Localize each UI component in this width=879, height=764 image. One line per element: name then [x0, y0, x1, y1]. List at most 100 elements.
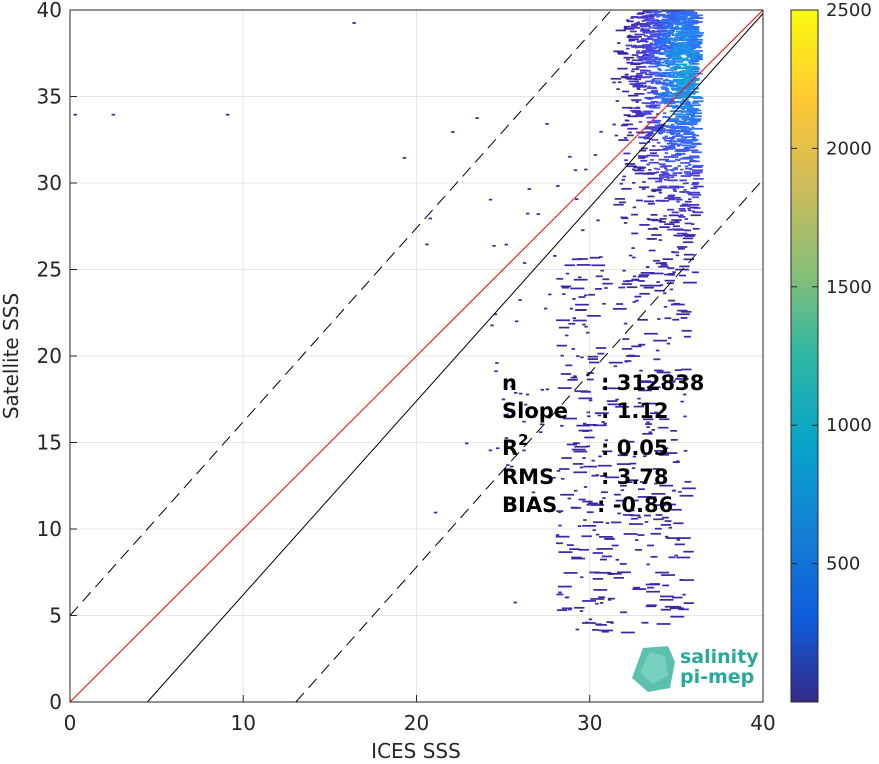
density-cell	[624, 360, 632, 362]
density-cell	[642, 455, 647, 458]
density-cell	[662, 98, 674, 101]
density-cell	[691, 150, 696, 153]
density-cell	[671, 39, 683, 41]
density-cell	[671, 142, 676, 145]
density-cell	[623, 114, 631, 116]
density-cell	[638, 136, 649, 139]
density-cell	[673, 135, 684, 138]
density-cell	[682, 77, 690, 80]
density-cell	[617, 42, 621, 44]
density-cell	[572, 319, 587, 322]
density-cell	[691, 143, 702, 145]
density-cell	[684, 94, 691, 96]
density-cell	[565, 364, 573, 367]
density-cell	[595, 474, 600, 476]
density-cell	[688, 28, 700, 31]
density-cell	[633, 45, 644, 48]
x-tick-label: 40	[750, 711, 775, 735]
density-cell	[560, 477, 565, 480]
density-cell	[675, 116, 686, 118]
density-cell	[682, 51, 690, 54]
density-cell	[638, 172, 646, 175]
density-cell	[649, 106, 660, 109]
density-cell	[664, 152, 669, 154]
density-cell	[631, 345, 642, 348]
density-cell	[615, 398, 619, 401]
density-cell	[647, 35, 655, 38]
density-cell	[668, 556, 676, 559]
density-cell	[641, 621, 649, 624]
density-cell	[518, 392, 523, 395]
density-cell	[635, 101, 639, 103]
density-cell	[659, 176, 670, 178]
density-cell	[675, 254, 680, 257]
density-cell	[654, 13, 665, 16]
density-cell	[688, 74, 693, 77]
density-cell	[656, 61, 660, 64]
density-cell	[509, 465, 514, 468]
density-cell	[635, 299, 639, 302]
density-cell	[676, 16, 688, 19]
density-cell	[630, 109, 641, 112]
density-cell	[652, 468, 660, 470]
density-cell	[663, 79, 671, 82]
density-cell	[628, 523, 643, 525]
density-cell	[646, 47, 657, 50]
density-cell	[599, 629, 613, 632]
density-cell	[632, 181, 636, 184]
density-cell	[525, 212, 530, 215]
density-cell	[685, 57, 689, 59]
density-cell	[679, 578, 683, 581]
density-cell	[656, 121, 660, 124]
density-cell	[631, 467, 636, 470]
density-cell	[634, 92, 645, 95]
density-cell	[659, 73, 667, 76]
density-cell	[660, 145, 668, 148]
density-cell	[557, 387, 572, 389]
density-cell	[505, 413, 509, 416]
density-cell	[662, 258, 673, 261]
density-cell	[633, 107, 641, 109]
density-cell	[692, 34, 697, 37]
density-cell	[639, 292, 650, 295]
density-cell	[646, 604, 657, 607]
density-cell	[638, 186, 650, 189]
density-cell	[560, 285, 572, 288]
density-cell	[661, 165, 672, 167]
density-cell	[626, 134, 634, 137]
density-cell	[692, 211, 704, 214]
density-cell	[593, 521, 604, 524]
density-cell	[689, 191, 701, 194]
density-cell	[597, 414, 602, 417]
density-cell	[634, 76, 646, 79]
y-axis-title: Satellite SSS	[0, 293, 23, 419]
density-cell	[682, 204, 686, 207]
stat-n-label: n	[502, 371, 517, 395]
density-cell	[582, 500, 593, 503]
density-cell	[683, 131, 695, 134]
density-cell	[689, 155, 700, 158]
density-cell	[659, 75, 671, 78]
density-cell	[657, 318, 661, 320]
density-cell	[572, 298, 576, 300]
density-cell	[639, 85, 647, 88]
density-cell	[654, 57, 665, 60]
density-cell	[689, 68, 700, 71]
density-cell	[595, 347, 607, 349]
density-cell	[562, 293, 566, 295]
density-cell	[675, 33, 686, 36]
density-cell	[655, 262, 667, 265]
stat-rms-value: : 3.78	[601, 465, 669, 489]
density-cell	[600, 269, 604, 272]
density-cell	[664, 146, 676, 149]
density-cell	[540, 388, 545, 391]
density-cell	[655, 171, 660, 174]
density-cell	[506, 464, 510, 467]
density-cell	[647, 55, 655, 57]
density-cell	[562, 286, 569, 289]
density-cell	[637, 401, 642, 404]
density-cell	[676, 90, 684, 92]
density-cell	[645, 49, 656, 52]
density-cell	[591, 264, 606, 267]
density-cell	[674, 52, 679, 55]
